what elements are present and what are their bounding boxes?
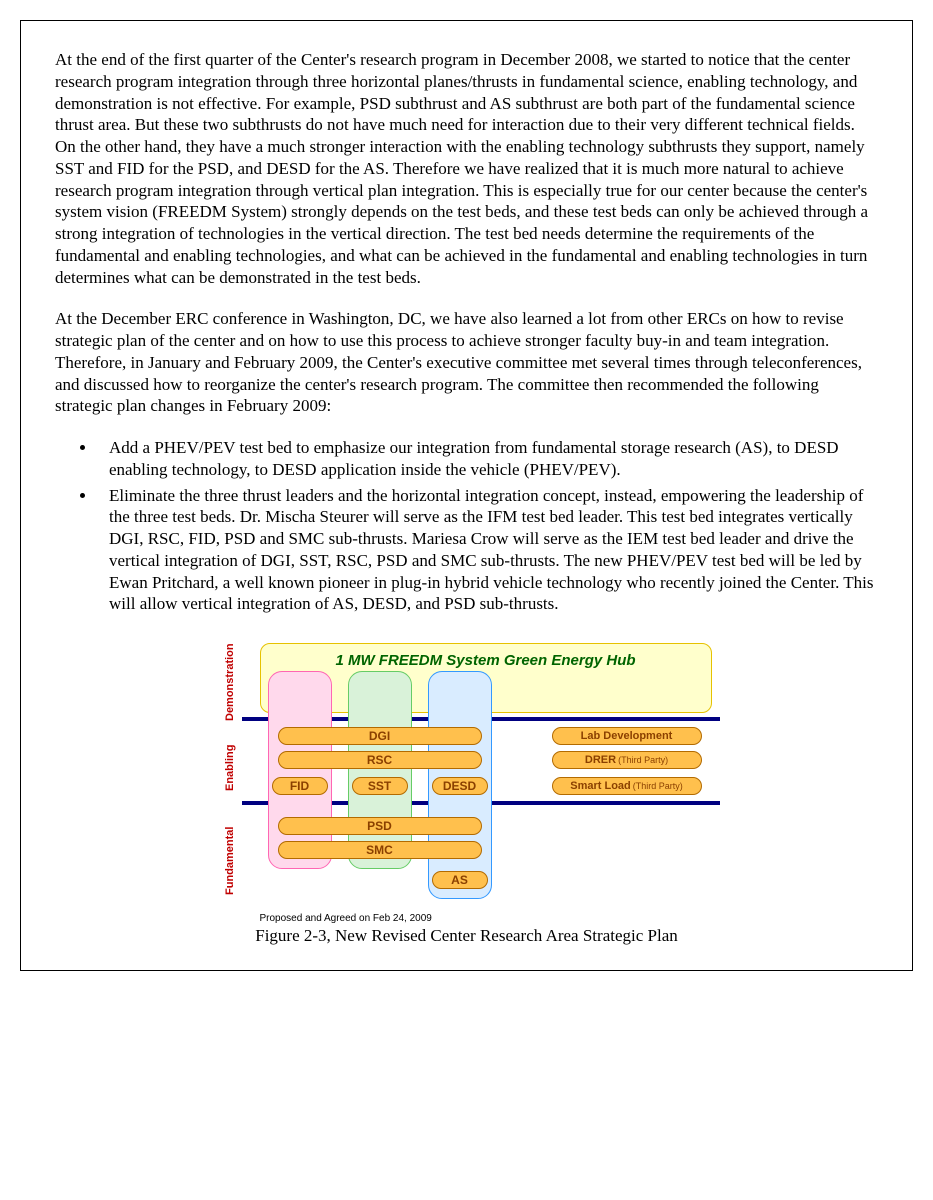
row-label-enabling: Enabling	[224, 731, 236, 791]
pill-sublabel: (Third Party)	[618, 755, 668, 765]
paragraph-1: At the end of the first quarter of the C…	[55, 49, 878, 288]
page-frame: At the end of the first quarter of the C…	[20, 20, 913, 971]
pill-label: Smart Load	[570, 780, 631, 792]
column-ifm	[268, 671, 332, 869]
bullet-item: Eliminate the three thrust leaders and t…	[97, 485, 878, 616]
pill-label: DRER	[585, 754, 616, 766]
row-label-demonstration: Demonstration	[224, 641, 236, 721]
pill-desd: DESD	[432, 777, 488, 795]
pill-psd: PSD	[278, 817, 482, 835]
row-label-fundamental: Fundamental	[224, 815, 236, 895]
bullet-list: Add a PHEV/PEV test bed to emphasize our…	[55, 437, 878, 615]
pill-lab-dev: Lab Development	[552, 727, 702, 745]
paragraph-2: At the December ERC conference in Washin…	[55, 308, 878, 417]
diagram-caption-figure: Figure 2-3, New Revised Center Research …	[212, 926, 722, 946]
bullet-item: Add a PHEV/PEV test bed to emphasize our…	[97, 437, 878, 481]
pill-sublabel: (Third Party)	[633, 781, 683, 791]
pill-smc: SMC	[278, 841, 482, 859]
pill-fid: FID	[272, 777, 328, 795]
pill-sst: SST	[352, 777, 408, 795]
hub-title: 1 MW FREEDM System Green Energy Hub	[261, 644, 711, 669]
pill-rsc: RSC	[278, 751, 482, 769]
column-iem	[348, 671, 412, 869]
pill-smart-load: Smart Load (Third Party)	[552, 777, 702, 795]
strategic-plan-diagram: Demonstration Enabling Fundamental 1 MW …	[212, 639, 722, 909]
diagram-caption-date: Proposed and Agreed on Feb 24, 2009	[260, 913, 722, 924]
pill-as: AS	[432, 871, 488, 889]
pill-drer: DRER (Third Party)	[552, 751, 702, 769]
pill-label: Lab Development	[581, 730, 673, 742]
diagram-container: Demonstration Enabling Fundamental 1 MW …	[212, 639, 722, 946]
pill-dgi: DGI	[278, 727, 482, 745]
